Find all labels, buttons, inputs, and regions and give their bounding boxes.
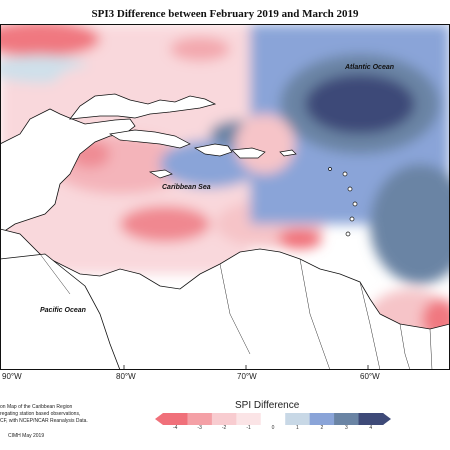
- colorbar-tick-label: 0: [271, 425, 275, 431]
- colorbar-tick-label: -2: [221, 425, 227, 431]
- colorbar-right-arrow: [383, 413, 391, 425]
- longitude-label-70w: 70°W: [237, 372, 257, 381]
- note-line-3: CF, with NCEP/NCAR Reanalysis Data.: [0, 418, 88, 424]
- label-pacific-ocean: Pacific Ocean: [40, 307, 86, 314]
- legend-title: SPI Difference: [235, 400, 300, 411]
- colorbar-swatch: [309, 413, 335, 425]
- colorbar-swatch: [163, 413, 188, 425]
- colorbar-tick-label: 4: [369, 425, 373, 431]
- label-atlantic-ocean: Atlantic Ocean: [344, 64, 394, 71]
- colorbar-swatch: [187, 413, 213, 425]
- colorbar-swatch: [334, 413, 360, 425]
- note-line-2: regating station based observations,: [0, 411, 81, 417]
- colorbar-tick-label: 2: [320, 425, 324, 431]
- note-credit: CIMH May 2019: [8, 433, 45, 439]
- note-line-1: on Map of the Caribbean Region: [0, 404, 73, 410]
- colorbar-swatch: [260, 413, 286, 425]
- spi-difference-map: Atlantic Ocean Caribbean Sea Pacific Oce…: [0, 24, 450, 370]
- colorbar-tick-label: -3: [197, 425, 202, 431]
- colorbar-swatch: [211, 413, 237, 425]
- longitude-label-90w: 90°W: [2, 372, 22, 381]
- longitude-ticks: [0, 365, 369, 370]
- colorbar-swatch: [236, 413, 262, 425]
- colorbar-swatch: [285, 413, 311, 425]
- land-outlines: [0, 93, 450, 370]
- islands: [108, 129, 358, 237]
- longitude-label-60w: 60°W: [360, 372, 380, 381]
- label-caribbean-sea: Caribbean Sea: [162, 184, 211, 191]
- colorbar-tick-label: 1: [296, 425, 299, 431]
- colorbar-tick-label: 3: [344, 425, 348, 431]
- colorbar-left-arrow: [155, 413, 163, 425]
- colorbar-swatch: [358, 413, 384, 425]
- colorbar-tick-label: -4: [172, 425, 178, 431]
- longitude-label-80w: 80°W: [116, 372, 136, 381]
- colorbar-tick-label: -1: [246, 425, 251, 431]
- country-borders: [39, 253, 433, 370]
- map-title: SPI3 Difference between February 2019 an…: [91, 8, 359, 20]
- legend-colorbar: [155, 413, 391, 425]
